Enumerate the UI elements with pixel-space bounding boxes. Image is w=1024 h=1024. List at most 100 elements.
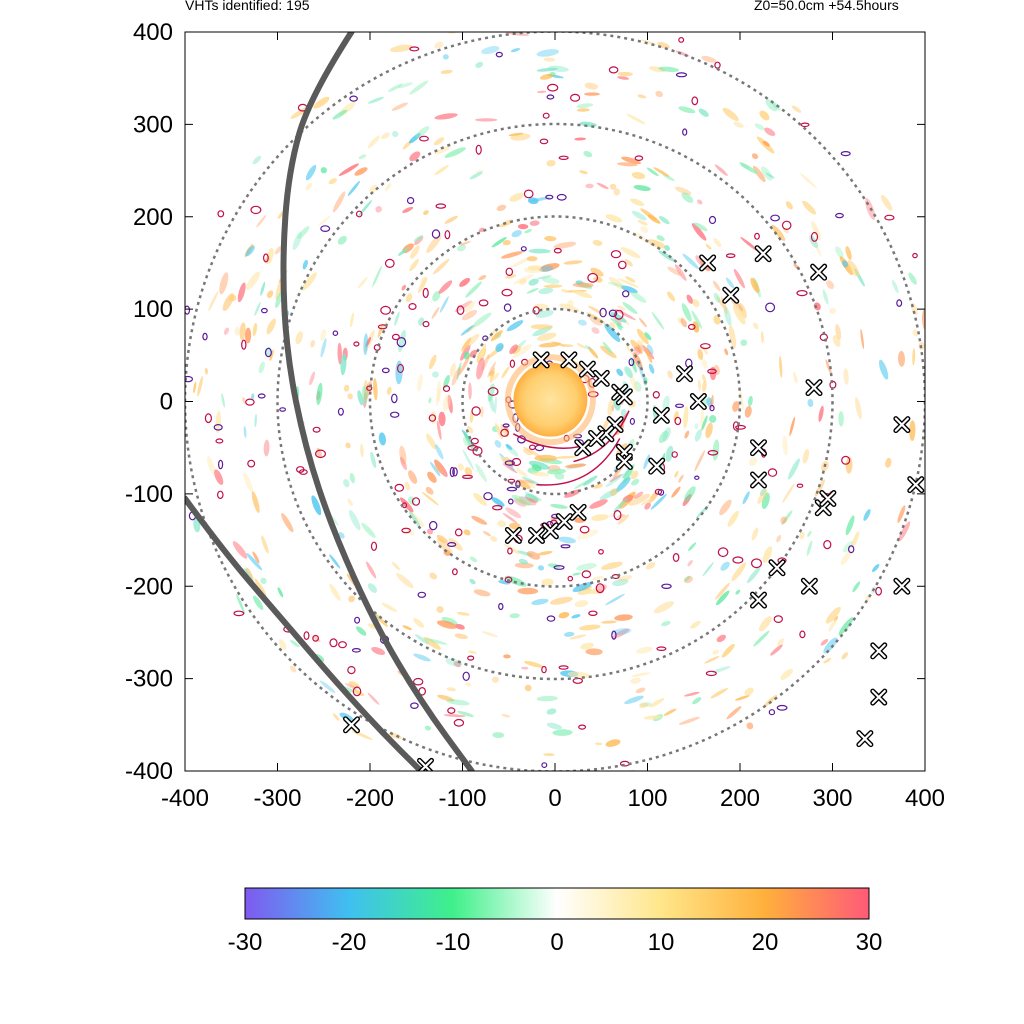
vorticity-blob bbox=[646, 344, 654, 355]
vorticity-contour bbox=[572, 677, 584, 684]
vorticity-blob bbox=[684, 486, 696, 502]
vorticity-contour bbox=[312, 426, 321, 433]
vorticity-blob bbox=[371, 647, 386, 655]
vorticity-blob bbox=[694, 429, 702, 442]
vorticity-blob bbox=[538, 263, 560, 272]
vht-markers bbox=[343, 245, 925, 771]
vorticity-blob bbox=[505, 507, 522, 519]
vorticity-blob bbox=[630, 677, 642, 684]
vorticity-blob bbox=[746, 722, 754, 730]
vorticity-blob bbox=[927, 325, 933, 344]
vorticity-blob bbox=[600, 345, 617, 359]
vorticity-blob bbox=[490, 535, 498, 542]
vorticity-blob bbox=[662, 427, 671, 442]
vorticity-blob bbox=[691, 310, 703, 329]
vorticity-blob bbox=[732, 304, 746, 325]
vorticity-contour bbox=[796, 290, 808, 297]
vht-marker bbox=[689, 393, 707, 410]
vorticity-contour bbox=[422, 287, 429, 299]
vorticity-blob bbox=[644, 332, 652, 341]
vht-marker-core bbox=[344, 717, 359, 732]
y-tick-label: -200 bbox=[125, 573, 173, 600]
vorticity-contour bbox=[456, 305, 465, 315]
vorticity-blob bbox=[510, 48, 521, 53]
vorticity-blob bbox=[764, 127, 776, 137]
vorticity-blob bbox=[396, 573, 414, 589]
vorticity-blob bbox=[760, 331, 764, 344]
vorticity-contour bbox=[396, 337, 407, 348]
vorticity-blob bbox=[567, 671, 591, 679]
vorticity-blob bbox=[698, 108, 709, 117]
vht-marker-core bbox=[418, 759, 433, 771]
vht-marker bbox=[814, 499, 832, 517]
x-tick-label: -400 bbox=[161, 785, 209, 812]
vorticity-blob bbox=[748, 395, 753, 407]
vorticity-blob bbox=[585, 648, 603, 656]
vorticity-contour bbox=[610, 250, 622, 259]
vorticity-contour bbox=[634, 155, 644, 162]
vorticity-blob bbox=[845, 515, 855, 536]
vorticity-contour bbox=[629, 417, 636, 425]
vorticity-blob bbox=[361, 385, 368, 405]
vorticity-contour bbox=[678, 37, 685, 43]
vorticity-contour bbox=[672, 552, 680, 562]
vorticity-blob bbox=[617, 305, 626, 311]
vorticity-blob bbox=[631, 172, 646, 180]
vorticity-contour bbox=[442, 385, 451, 392]
vorticity-blob bbox=[425, 638, 448, 645]
vorticity-blob bbox=[463, 529, 471, 536]
vorticity-contour bbox=[841, 455, 851, 465]
vorticity-contour bbox=[835, 212, 844, 219]
vorticity-blob bbox=[435, 444, 444, 460]
vorticity-blob bbox=[428, 397, 432, 404]
vorticity-blob bbox=[880, 194, 893, 211]
vorticity-contour bbox=[347, 665, 356, 675]
vorticity-blob bbox=[464, 300, 476, 312]
vorticity-contour bbox=[823, 539, 832, 550]
vorticity-contour bbox=[569, 93, 581, 102]
spiral-contour bbox=[536, 438, 621, 486]
vorticity-blob bbox=[440, 69, 453, 74]
vorticity-blob bbox=[503, 654, 511, 659]
vorticity-blob bbox=[305, 164, 317, 181]
vorticity-blob bbox=[835, 324, 842, 340]
vorticity-contour bbox=[674, 403, 684, 408]
vorticity-blob bbox=[492, 732, 505, 739]
vorticity-blob bbox=[206, 456, 216, 475]
vorticity-blob bbox=[357, 390, 364, 406]
vorticity-blob bbox=[436, 420, 442, 440]
vorticity-blob bbox=[490, 330, 503, 342]
vorticity-blob bbox=[530, 324, 553, 330]
vorticity-blob bbox=[732, 401, 740, 412]
vorticity-contour bbox=[541, 665, 547, 674]
vorticity-blob bbox=[460, 241, 471, 246]
vht-marker-core bbox=[529, 528, 544, 543]
vorticity-blob bbox=[546, 708, 557, 715]
vorticity-blob bbox=[771, 101, 781, 111]
vorticity-blob bbox=[543, 57, 556, 62]
vorticity-blob bbox=[609, 322, 616, 329]
vorticity-blob bbox=[397, 247, 409, 256]
vorticity-blob bbox=[576, 563, 597, 571]
vorticity-blob bbox=[223, 327, 230, 335]
vorticity-blob bbox=[912, 348, 916, 366]
vorticity-blob bbox=[733, 268, 745, 289]
vorticity-contour bbox=[840, 151, 851, 157]
vorticity-contour bbox=[338, 641, 347, 649]
vorticity-blob bbox=[615, 308, 636, 321]
x-tick-label: 100 bbox=[627, 785, 667, 812]
vorticity-blob bbox=[434, 113, 458, 120]
vorticity-blob bbox=[245, 245, 255, 257]
vorticity-blob bbox=[488, 394, 495, 412]
vorticity-blob bbox=[354, 167, 368, 176]
storm-track bbox=[185, 495, 424, 771]
vorticity-blob bbox=[426, 433, 437, 450]
vorticity-blob bbox=[574, 600, 589, 608]
vorticity-blob bbox=[583, 475, 598, 486]
vht-marker bbox=[750, 591, 767, 609]
vorticity-blob bbox=[521, 666, 529, 670]
vorticity-blob bbox=[421, 491, 439, 506]
vorticity-blob bbox=[751, 153, 759, 160]
vorticity-blob bbox=[712, 649, 720, 655]
vorticity-blob bbox=[757, 489, 768, 504]
